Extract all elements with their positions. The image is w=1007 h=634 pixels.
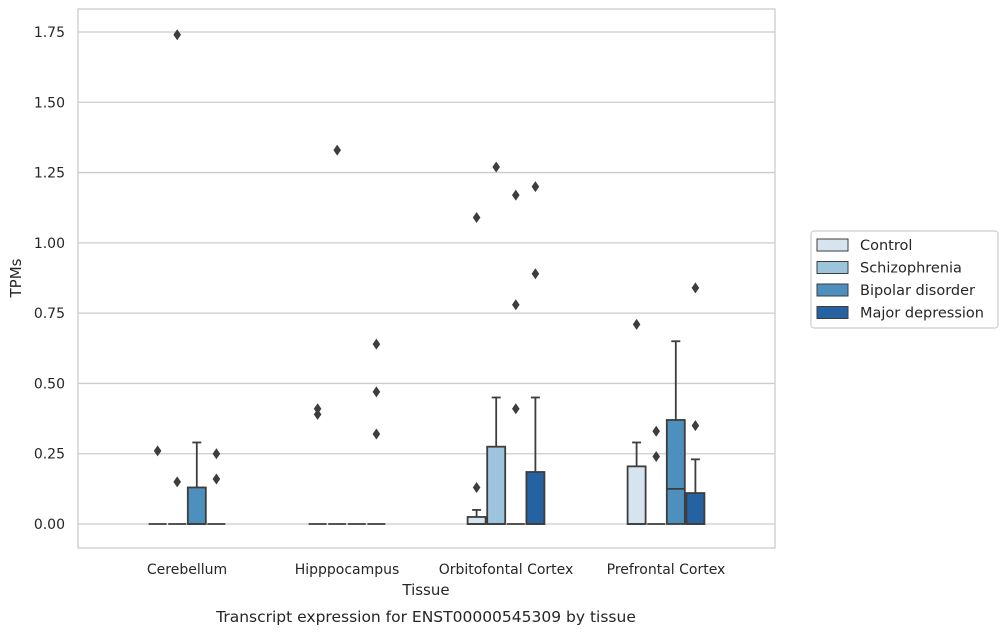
box-0-3 <box>207 448 226 525</box>
x-axis-label: Tissue <box>401 581 449 599</box>
y-tick-label: 0.25 <box>34 447 65 463</box>
x-tick-label: Cerebellum <box>147 562 227 578</box>
legend-swatch <box>816 283 849 297</box>
x-tick-labels: Cerebellum Hipppocampus Orbitofontal Corte… <box>147 562 725 578</box>
legend-swatch <box>816 261 849 274</box>
box-body <box>626 465 647 525</box>
box-1-0 <box>308 403 327 525</box>
outlier-point <box>173 29 181 41</box>
outlier-point <box>153 445 162 457</box>
y-axis-label: TPMs <box>7 258 25 298</box>
plot-marks <box>148 29 706 525</box>
box-body <box>466 516 487 525</box>
legend: Control Schizophrenia Bipolar disorder Majo… <box>810 230 999 329</box>
box-1-1 <box>328 144 347 525</box>
y-tick-labels: 0.00 0.25 0.50 0.75 1.00 1.25 1.50 1.75 <box>34 25 65 533</box>
legend-swatch <box>816 238 849 252</box>
outlier-point <box>691 420 700 432</box>
box-body <box>665 419 686 525</box>
x-tick-label: Hipppocampus <box>295 562 400 578</box>
outlier-point <box>372 428 381 440</box>
box-body <box>685 492 706 525</box>
y-tick-label: 0.75 <box>34 306 65 322</box>
box-0-1 <box>168 29 187 525</box>
y-tick-label: 1.50 <box>34 95 65 111</box>
outlier-point <box>531 268 540 280</box>
y-tick-label: 1.25 <box>34 166 65 182</box>
box-body <box>186 486 207 525</box>
outlier-point <box>472 212 481 224</box>
outlier-point <box>512 189 520 201</box>
outlier-point <box>531 181 540 193</box>
chart-caption: Transcript expression for ENST0000054530… <box>215 608 636 626</box>
legend-frame <box>810 230 999 329</box>
box-body <box>486 445 507 525</box>
box-2-3 <box>525 181 546 525</box>
box-2-2 <box>506 189 525 525</box>
box-0-2 <box>186 441 207 525</box>
y-tick-label: 1.00 <box>34 236 65 252</box>
box-3-3 <box>685 282 706 525</box>
outlier-point <box>173 476 181 488</box>
y-tick-label: 0.50 <box>34 376 65 392</box>
outlier-point <box>472 481 481 493</box>
box-0-0 <box>148 445 167 525</box>
outlier-point <box>691 282 700 294</box>
outlier-point <box>492 161 500 173</box>
box-1-3 <box>367 338 386 525</box>
outlier-point <box>652 425 660 437</box>
outlier-point <box>632 318 641 330</box>
outlier-point <box>212 448 221 460</box>
gridlines <box>78 31 775 525</box>
box-2-1 <box>486 161 507 525</box>
outlier-point <box>333 144 341 156</box>
outlier-point <box>212 473 221 485</box>
x-tick-label: Prefrontal Cortex <box>607 562 726 578</box>
box-3-1 <box>647 425 666 525</box>
legend-label: Bipolar disorder <box>860 283 975 299</box>
y-tick-label: 0.00 <box>34 517 65 533</box>
box-2-0 <box>466 212 487 525</box>
outlier-point <box>512 403 520 415</box>
y-tick-label: 1.75 <box>34 25 65 41</box>
legend-label: Major depression <box>860 306 984 322</box>
box-3-2 <box>665 340 686 525</box>
box-body <box>525 471 546 525</box>
outlier-point <box>313 408 322 420</box>
x-tick-label: Orbitofontal Cortex <box>439 562 574 578</box>
box-3-0 <box>626 318 647 525</box>
outlier-point <box>652 451 660 463</box>
outlier-point <box>512 299 520 311</box>
outlier-point <box>372 386 381 398</box>
legend-swatch <box>816 306 849 319</box>
outlier-point <box>313 403 322 415</box>
legend-label: Schizophrenia <box>860 261 962 277</box>
plot-frame <box>77 8 776 549</box>
outlier-point <box>372 338 381 350</box>
legend-label: Control <box>860 238 912 254</box>
